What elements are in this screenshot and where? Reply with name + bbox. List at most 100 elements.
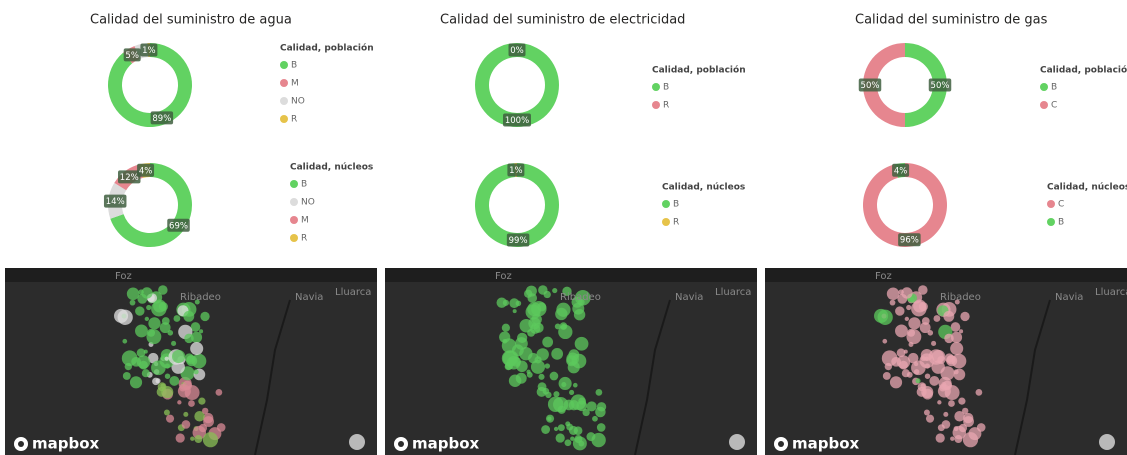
map-dot (908, 317, 921, 330)
map-dot (562, 286, 572, 297)
legend-swatch (1047, 218, 1055, 226)
map-dot (943, 310, 955, 322)
map-dot (915, 378, 921, 384)
map-dot (958, 397, 966, 405)
map-dot (556, 302, 571, 317)
map-dot (572, 382, 578, 388)
map: Foz Ribadeo Navia Lluarca mapbox (385, 268, 757, 455)
map-dot (573, 308, 586, 321)
mapbox-brand: mapbox (412, 435, 480, 453)
map-dot (201, 407, 209, 415)
map-dot (194, 299, 200, 305)
map-dot (502, 299, 510, 306)
map-dot (183, 310, 195, 322)
map-dot (975, 388, 983, 396)
legend-swatch (290, 234, 298, 242)
map-dot (882, 338, 888, 344)
map-dot (954, 411, 965, 422)
map-dot (941, 420, 951, 429)
map-dot (889, 376, 903, 389)
map-dot (146, 329, 162, 345)
value-label-box (898, 233, 921, 247)
value-label-box (150, 111, 174, 125)
map-dot (557, 424, 565, 432)
map-dot (950, 436, 955, 441)
map-dot (592, 415, 598, 422)
legend-item: B (291, 61, 297, 71)
map-dot (501, 323, 510, 332)
map-place-label: Lluarca (1095, 287, 1127, 298)
map-dot (925, 414, 935, 423)
map-dot (515, 300, 522, 307)
donut-slice (863, 43, 905, 127)
donut-slice (475, 43, 559, 127)
map-dot (141, 369, 150, 378)
chart-title: Calidad del suministro de agua (90, 13, 292, 28)
legend-item: B (1058, 218, 1064, 228)
map-dot (549, 371, 559, 381)
map-dot (906, 329, 922, 345)
map-dot (919, 322, 931, 334)
map-dot (499, 331, 511, 343)
map-dot (135, 324, 148, 338)
map-place-label: Ribadeo (940, 292, 981, 303)
value-label: 1% (142, 46, 156, 56)
value-label: 5% (125, 51, 139, 61)
value-label: 4% (139, 166, 153, 176)
map-dot (193, 369, 199, 375)
map-dot (568, 349, 580, 361)
legend-swatch (1040, 101, 1048, 109)
map-dot (182, 380, 193, 391)
map-dot (948, 400, 955, 407)
map-dot (191, 353, 207, 369)
map-dot (924, 356, 929, 361)
map-dot (199, 329, 204, 334)
map-dot (898, 289, 904, 295)
map-dot (935, 433, 945, 443)
legend-item: M (301, 216, 309, 226)
map-dot (595, 388, 603, 396)
map-place-label: Lluarca (335, 287, 371, 298)
map-dot (165, 414, 175, 423)
map-dot (918, 285, 928, 295)
legend-item: B (301, 180, 307, 190)
map-dot (200, 311, 210, 322)
map-dot (570, 436, 575, 441)
legend-swatch (280, 79, 288, 87)
map-dot (215, 388, 223, 396)
map-dot (923, 409, 930, 416)
map-dot (511, 356, 522, 367)
map-dot (173, 315, 181, 322)
map-dot (153, 299, 167, 313)
map-dot (553, 426, 559, 432)
map-dot (551, 348, 564, 360)
map-dot (931, 349, 946, 364)
legend-swatch (652, 83, 660, 91)
map-dot (896, 348, 906, 358)
map-dot (895, 324, 908, 338)
map-dot (135, 306, 145, 316)
map-dot (169, 375, 180, 386)
legend-swatch (662, 200, 670, 208)
map-dot (596, 423, 606, 432)
value-label: 4% (894, 166, 908, 176)
map-dot (574, 435, 583, 444)
map-dot (158, 285, 168, 295)
value-label-box (928, 78, 952, 92)
map-dot (569, 389, 575, 396)
map-dot (502, 338, 508, 344)
map-dot (907, 352, 919, 364)
map-place-label: Ribadeo (560, 292, 601, 303)
map-dot (525, 304, 541, 320)
river (1014, 299, 1051, 455)
map-dot (190, 322, 201, 332)
map-dot (190, 436, 195, 441)
map-dot (586, 401, 597, 412)
map-dot (188, 400, 195, 407)
sea (765, 268, 1127, 282)
map-dot (559, 322, 568, 330)
map-place-label: Navia (295, 292, 323, 303)
value-label-box (123, 48, 141, 62)
map-dot (976, 423, 986, 432)
map-dot (144, 316, 150, 322)
